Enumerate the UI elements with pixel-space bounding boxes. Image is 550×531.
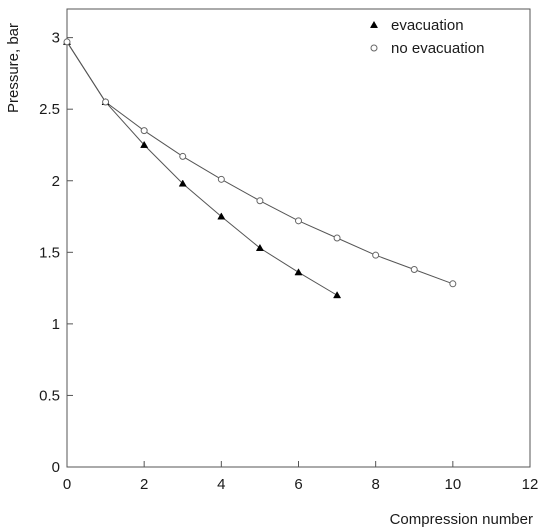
- series-markers: [62, 37, 457, 299]
- x-tick-label: 10: [444, 476, 461, 493]
- data-point-series-1: [63, 38, 71, 46]
- x-tick-label: 6: [294, 476, 302, 493]
- y-ticks: 0 0.5 1 1.5 2 2.5 3: [39, 30, 73, 476]
- data-point-series-1: [372, 251, 380, 259]
- x-axis-title: Compression number: [390, 511, 533, 528]
- x-ticks: 0 2 4 6 8 10 12: [63, 461, 539, 493]
- data-point-series-1: [256, 197, 264, 205]
- plot-frame: [66, 8, 531, 468]
- series-line-0: [66, 41, 338, 296]
- data-point-series-0: [255, 243, 264, 251]
- x-tick-label: 8: [371, 476, 379, 493]
- legend-label: evacuation: [391, 17, 464, 34]
- data-point-series-0: [140, 140, 149, 148]
- data-point-series-1: [333, 234, 341, 242]
- y-tick-label: 0: [52, 459, 60, 476]
- y-tick-label: 1: [52, 316, 60, 333]
- legend-marker-1: [370, 44, 378, 52]
- y-tick-label: 3: [52, 30, 60, 47]
- y-tick-label: 1.5: [39, 244, 60, 261]
- y-tick-label: 2: [52, 173, 60, 190]
- data-point-series-0: [333, 291, 342, 299]
- data-point-series-1: [140, 127, 148, 135]
- y-tick-label: 2.5: [39, 101, 60, 118]
- data-point-series-1: [102, 98, 110, 106]
- y-tick-label: 0.5: [39, 387, 60, 404]
- data-point-series-1: [179, 152, 187, 160]
- legend: evacuation no evacuation: [369, 17, 484, 57]
- legend-label: no evacuation: [391, 40, 484, 57]
- data-point-series-1: [410, 265, 418, 273]
- data-point-series-1: [217, 175, 225, 183]
- data-point-series-1: [295, 217, 302, 225]
- data-point-series-0: [294, 268, 303, 276]
- data-point-series-1: [449, 280, 457, 288]
- y-axis-title: Pressure, bar: [5, 23, 22, 113]
- x-tick-label: 2: [140, 476, 148, 493]
- data-point-series-0: [217, 212, 226, 220]
- x-tick-label: 4: [217, 476, 225, 493]
- x-tick-label: 12: [522, 476, 539, 493]
- x-tick-label: 0: [63, 476, 71, 493]
- data-point-series-0: [178, 179, 187, 187]
- series-lines: [66, 41, 454, 296]
- legend-marker-0: [369, 20, 379, 28]
